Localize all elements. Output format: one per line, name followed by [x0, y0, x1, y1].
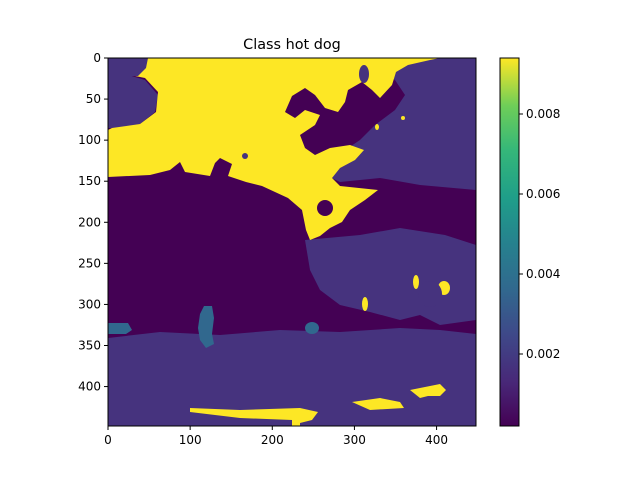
colorbar-gradient: [499, 57, 520, 427]
y-tick-label: 400: [78, 380, 101, 394]
heatmap-hot-top: [108, 58, 440, 240]
y-tick-label: 150: [78, 174, 101, 188]
y-tick-label: 300: [78, 297, 101, 311]
heatmap-mid-blob-1: [418, 281, 442, 307]
heatmap-mid-blob-3: [305, 322, 319, 334]
heatmap-cool-spot-1: [317, 200, 333, 216]
x-tick-label: 200: [261, 433, 284, 447]
plot-frame: [107, 57, 477, 427]
y-tick-label: 350: [78, 339, 101, 353]
x-tick-label: 400: [425, 433, 448, 447]
y-tick-label: 100: [78, 133, 101, 147]
y-tick-label: 200: [78, 215, 101, 229]
chart-title: Class hot dog: [243, 37, 341, 53]
y-tick-label: 50: [86, 92, 101, 106]
x-axis: 0 100 200 300 400: [104, 426, 448, 447]
heatmap-hot-bottom-right: [352, 398, 404, 410]
colorbar-tick-label: 0.002: [526, 347, 560, 361]
heatmap-hot-spot-5: [401, 116, 405, 120]
heatmap-plot: 0 100 200 300 400 0 50 100 150 200 250 300 350 400: [78, 51, 477, 447]
colorbar-ticks: 0.002 0.004 0.006 0.008: [519, 107, 560, 361]
y-axis: 0 50 100 150 200 250 300 350 400: [78, 51, 108, 394]
heatmap-region-band-left: [108, 72, 158, 128]
heatmap-hot-spot-4: [375, 124, 379, 130]
x-tick-label: 100: [179, 433, 202, 447]
heatmap-mid-blob-2: [198, 306, 214, 348]
heatmap-hot-spot-1: [413, 275, 419, 289]
heatmap-hot-bottom: [190, 408, 318, 426]
heatmap-cool-notch-top-left: [108, 58, 148, 76]
heatmap-hot-spot-3: [362, 297, 368, 311]
heatmap-cool-spot-3: [361, 139, 367, 147]
y-tick-label: 250: [78, 256, 101, 270]
colorbar-tick-label: 0.008: [526, 107, 560, 121]
colorbar-tick-label: 0.004: [526, 267, 560, 281]
heatmap-cool-spot-2: [359, 65, 369, 83]
colorbar: 0.002 0.004 0.006 0.008: [499, 57, 560, 427]
x-tick-label: 0: [104, 433, 112, 447]
heatmap-cool-spot-4: [242, 153, 248, 159]
x-tick-label: 300: [343, 433, 366, 447]
y-tick-label: 0: [93, 51, 101, 65]
heatmap-mid-blob-4: [108, 323, 132, 334]
colorbar-tick-label: 0.006: [526, 187, 560, 201]
heatmap-hot-right: [410, 384, 446, 398]
